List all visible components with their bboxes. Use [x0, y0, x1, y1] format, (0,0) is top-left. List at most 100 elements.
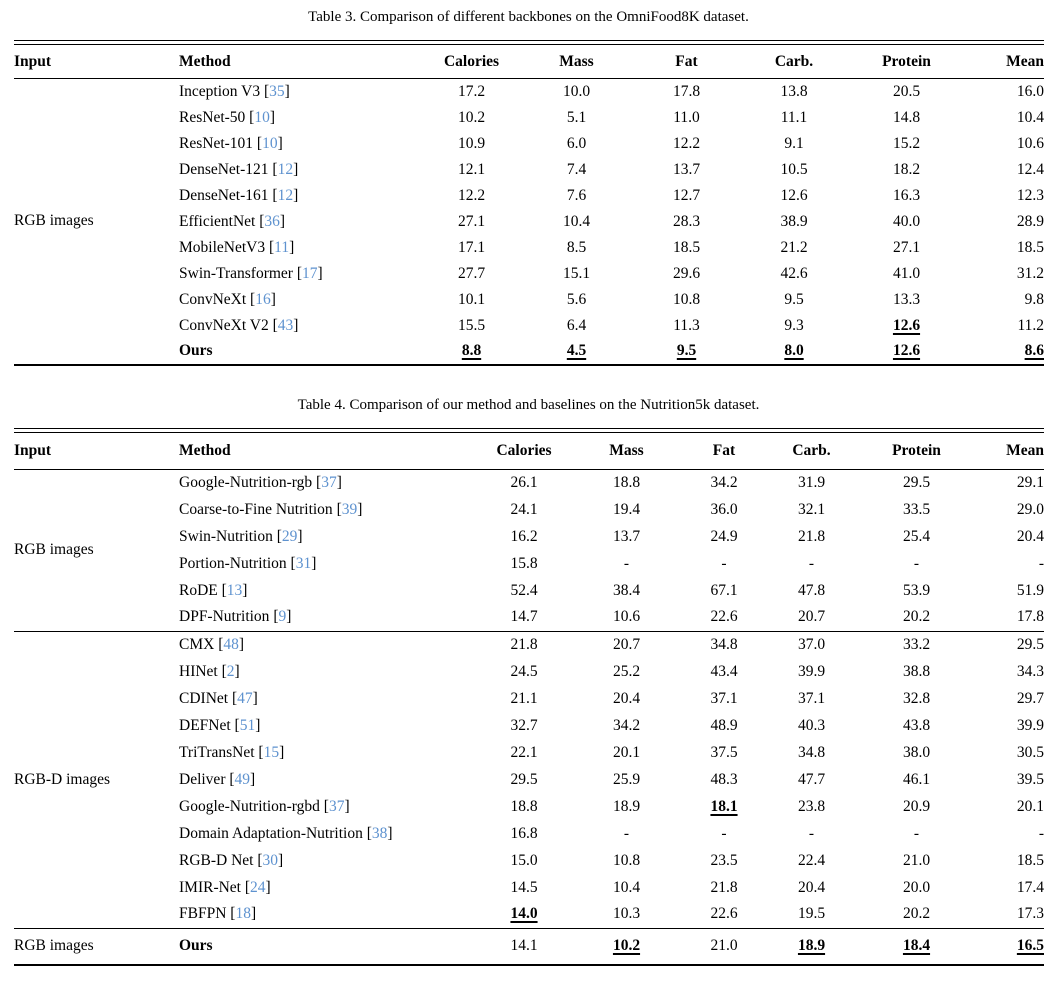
value-cell: 11.1: [739, 105, 849, 131]
citation-link[interactable]: 51: [239, 716, 256, 734]
citation-link[interactable]: 39: [341, 500, 358, 518]
citation-link[interactable]: 18: [235, 905, 251, 923]
value-cell: 19.4: [569, 496, 684, 523]
metric-value: 41.0: [892, 264, 921, 282]
citation-link[interactable]: 43: [277, 316, 294, 334]
metric-value: 18.8: [510, 797, 538, 815]
citation-link[interactable]: 9: [278, 608, 287, 626]
table-row: FBFPN [18] 14.0 10.3 22.6 19.5 20.2 17.3: [14, 901, 1044, 928]
value-cell: 47.7: [764, 766, 859, 793]
metric-value: 12.1: [457, 160, 486, 178]
citation-link[interactable]: 49: [234, 770, 251, 788]
method-cell: Swin-Transformer [17]: [179, 264, 323, 282]
citation-link[interactable]: 37: [321, 473, 337, 491]
metric-value: 20.2: [902, 608, 931, 626]
metric-value: 15.0: [510, 851, 538, 869]
citation-link[interactable]: 12: [277, 186, 294, 204]
citation-link[interactable]: 35: [269, 82, 285, 100]
citation-link[interactable]: 37: [328, 797, 345, 815]
input-type-label: RGB images: [14, 212, 94, 230]
value-cell: 21.2: [739, 235, 849, 261]
citation-link[interactable]: 30: [262, 851, 279, 869]
value-cell: 16.3: [849, 183, 964, 209]
metric-value: 34.8: [797, 743, 826, 761]
value-cell: -: [974, 550, 1044, 577]
value-cell: 32.7: [479, 712, 569, 739]
method-name: EfficientNet: [179, 212, 256, 230]
value-cell: 33.2: [859, 630, 974, 658]
header-row: Input Method Calories Mass Fat Carb. Protein Me…: [14, 432, 1044, 470]
metric-value: 10.2: [457, 108, 486, 126]
value-cell: 18.9: [764, 927, 859, 965]
value-cell: 18.5: [974, 847, 1044, 874]
metric-value: 18.9: [797, 937, 826, 955]
metric-value: 20.2: [902, 905, 931, 923]
citation-link[interactable]: 47: [237, 689, 253, 707]
value-cell: 15.5: [424, 313, 519, 339]
citation-link[interactable]: 48: [223, 635, 239, 653]
metric-value: 21.1: [510, 689, 538, 707]
metric-value: 37.1: [797, 689, 826, 707]
citation-link[interactable]: 17: [302, 264, 318, 282]
citation-link[interactable]: 16: [255, 290, 271, 308]
table-row: ConvNeXt [16] 10.1 5.6 10.8 9.5 13.3 9.8: [14, 287, 1044, 313]
column-header-input: Input: [14, 44, 179, 79]
value-cell: 29.6: [634, 261, 739, 287]
metric-value: 10.1: [457, 290, 486, 308]
metric-value: 29.5: [1016, 635, 1044, 653]
citation-link[interactable]: 31: [295, 554, 312, 572]
value-cell: 18.5: [964, 235, 1044, 261]
citation-link[interactable]: 10: [262, 134, 278, 152]
metric-value: 24.1: [510, 500, 538, 518]
value-cell: 38.9: [739, 209, 849, 235]
value-cell: 9.5: [634, 339, 739, 365]
table-4-caption: Table 4. Comparison of our method and ba…: [297, 396, 760, 413]
table-row: Deliver [49] 29.5 25.9 48.3 47.7 46.1 39.5: [14, 766, 1044, 793]
method-name: Google-Nutrition-rgbd: [179, 797, 320, 815]
metric-value: -: [913, 554, 920, 572]
method-cell: CDINet [47]: [179, 689, 258, 707]
value-cell: 39.5: [974, 766, 1044, 793]
table-row: Domain Adaptation-Nutrition [38] 16.8 - - - -…: [14, 820, 1044, 847]
column-header-calories: Calories: [479, 432, 569, 470]
citation-link[interactable]: 12: [277, 160, 294, 178]
citation-link[interactable]: 38: [371, 824, 388, 842]
metric-value: 30.5: [1016, 743, 1044, 761]
metric-value: 40.0: [892, 212, 921, 230]
metric-value: -: [721, 824, 727, 842]
citation-link[interactable]: 2: [226, 662, 235, 680]
value-cell: 53.9: [859, 577, 974, 604]
table-row: Google-Nutrition-rgbd [37] 18.8 18.9 18.1 23…: [14, 793, 1044, 820]
value-cell: 12.7: [634, 183, 739, 209]
metric-value: 21.2: [780, 238, 808, 256]
citation-link[interactable]: 10: [254, 108, 270, 126]
metric-value: 18.5: [1016, 851, 1044, 869]
citation-link[interactable]: 29: [281, 527, 298, 545]
citation-link[interactable]: 36: [264, 212, 280, 230]
value-cell: 20.1: [974, 793, 1044, 820]
metric-value: 8.6: [1024, 342, 1044, 359]
table-row: DPF-Nutrition [9] 14.7 10.6 22.6 20.7 20.2 17.…: [14, 604, 1044, 631]
input-type-label: RGB-D images: [14, 630, 179, 928]
metric-value: 5.1: [566, 108, 587, 126]
metric-value: 47.8: [797, 581, 826, 599]
column-header-input: Input: [14, 432, 179, 470]
value-cell: 43.4: [684, 658, 764, 685]
citation-link[interactable]: 11: [274, 238, 290, 256]
citation-link[interactable]: 24: [250, 878, 266, 896]
metric-value: 12.2: [457, 186, 486, 204]
metric-value: 10.3: [612, 905, 641, 923]
metric-value: 22.6: [710, 905, 738, 923]
value-cell: 67.1: [684, 577, 764, 604]
value-cell: 14.1: [479, 927, 569, 965]
value-cell: 27.1: [849, 235, 964, 261]
metric-value: -: [808, 554, 815, 572]
table-3-rules: Input Method Calories Mass Fat Carb. Protein Me…: [14, 40, 1044, 366]
citation-link[interactable]: 13: [226, 581, 243, 599]
value-cell: 32.8: [859, 685, 974, 712]
method-name: DEFNet: [179, 716, 231, 734]
metric-value: 17.3: [1016, 905, 1044, 923]
value-cell: 21.0: [859, 847, 974, 874]
citation-link[interactable]: 15: [263, 743, 280, 761]
metric-value: 34.2: [710, 473, 738, 491]
